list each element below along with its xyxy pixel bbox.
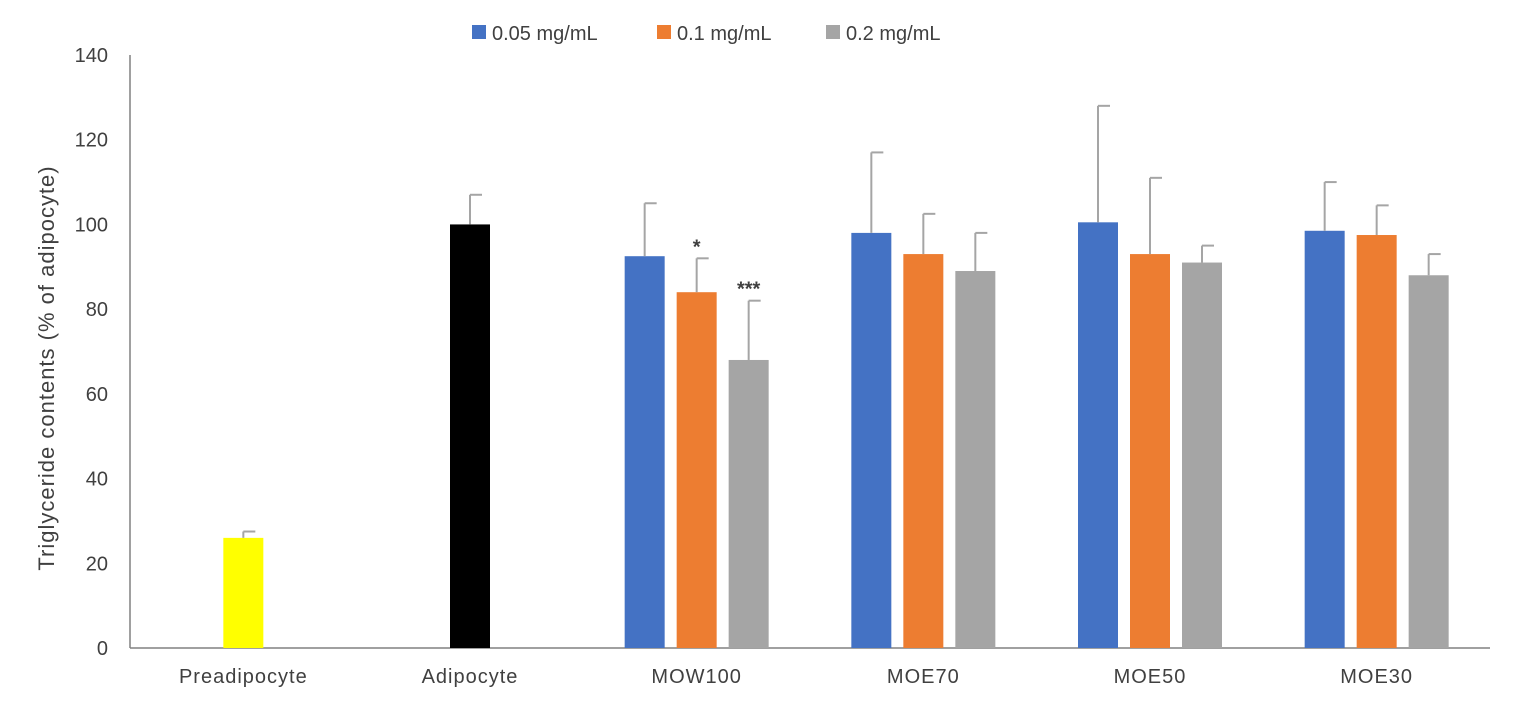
y-tick-label: 20 (86, 553, 108, 575)
x-category-label: MOE30 (1340, 666, 1413, 688)
bar (1078, 222, 1118, 648)
x-category-label: Preadipocyte (179, 666, 308, 688)
bar (1408, 275, 1449, 648)
x-category-label: Adipocyte (422, 666, 519, 688)
x-category-label: MOE70 (887, 666, 960, 688)
bar (1356, 235, 1397, 648)
y-tick-label: 120 (75, 130, 108, 152)
y-tick-label: 140 (75, 45, 108, 67)
significance-marker: *** (737, 279, 761, 301)
significance-marker: * (693, 236, 701, 258)
x-category-label: MOE50 (1114, 666, 1187, 688)
bar (624, 256, 665, 648)
x-axis: Preadipocyte Adipocyte MOW100 MOE70 MOE50 MOE… (130, 647, 1490, 688)
legend-swatch (657, 25, 671, 39)
bar (728, 359, 769, 648)
bar (676, 292, 717, 648)
y-tick-label: 100 (75, 214, 108, 236)
bars: **** (223, 104, 1449, 649)
bar (1304, 230, 1345, 648)
legend-swatch (472, 25, 486, 39)
y-tick-label: 0 (97, 638, 108, 660)
bar (955, 271, 996, 648)
legend: 0.05 mg/mL 0.1 mg/mL 0.2 mg/mL (472, 23, 940, 45)
legend-swatch (826, 25, 840, 39)
y-axis: 0 20 40 60 80 100 120 140 (75, 45, 131, 660)
bar (1182, 262, 1222, 648)
x-category-label: MOW100 (651, 666, 741, 688)
bar (903, 254, 944, 649)
bar (450, 224, 490, 648)
y-tick-label: 60 (86, 384, 108, 406)
legend-label: 0.2 mg/mL (846, 23, 940, 45)
bar (223, 537, 264, 648)
bar (1130, 254, 1170, 649)
legend-label: 0.05 mg/mL (492, 23, 598, 45)
y-tick-label: 40 (86, 469, 108, 491)
bar (851, 232, 892, 648)
y-axis-label: Triglyceride contents (% of adipocyte) (34, 165, 59, 570)
legend-label: 0.1 mg/mL (677, 23, 771, 45)
y-tick-label: 80 (86, 299, 108, 321)
